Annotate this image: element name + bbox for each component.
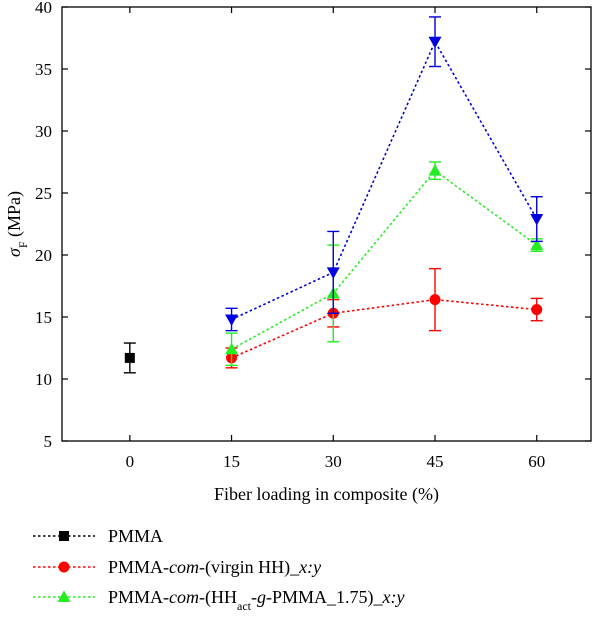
series-0: [123, 342, 136, 374]
legend-item-0: PMMA: [33, 526, 163, 546]
y-axis-title: σF (MPa): [4, 191, 30, 257]
legend-label: PMMA: [108, 526, 163, 546]
data-point: [530, 214, 544, 226]
series-line: [231, 39, 538, 321]
data-point: [225, 342, 239, 355]
series-line: [231, 298, 537, 359]
legend-label: PMMA-com-(virgin HH)_x:y: [108, 557, 321, 578]
legend-marker: [59, 531, 69, 541]
x-tick-label: 60: [528, 452, 545, 471]
series-line: [231, 169, 538, 350]
series-3: [225, 16, 544, 332]
data-point: [428, 164, 442, 176]
y-tick-label: 15: [35, 308, 52, 327]
plot-frame: [61, 6, 592, 442]
data-point: [531, 304, 543, 316]
data-point: [530, 238, 544, 251]
series-1: [225, 267, 543, 369]
data-point: [429, 294, 441, 306]
y-tick-label: 25: [35, 184, 52, 203]
legend-item-3: PMMA-com-(HHact-g-PMMA_2)_x:y: [108, 618, 382, 621]
x-axis-title: Fiber loading in composite (%): [214, 484, 439, 505]
data-point: [225, 314, 239, 326]
y-tick-label: 35: [35, 60, 52, 79]
legend-marker: [57, 590, 71, 602]
y-tick-label: 5: [44, 432, 53, 451]
y-tick-label: 10: [35, 370, 52, 389]
data-point: [124, 352, 135, 363]
y-tick-label: 40: [35, 0, 52, 17]
legend-item-2: PMMA-com-(HHact-g-PMMA_1.75)_x:y: [33, 587, 405, 613]
data-point: [326, 267, 340, 279]
x-tick-label: 45: [427, 452, 444, 471]
legend-label: PMMA-com-(HHact-g-PMMA_1.75)_x:y: [108, 587, 405, 613]
x-tick-label: 0: [126, 452, 135, 471]
axes: 0 15 30 45 60 5 10 15 20 25 30 35 40 Fiber loading in…: [4, 0, 592, 505]
x-tick-label: 15: [223, 452, 240, 471]
x-tick-label: 30: [325, 452, 342, 471]
legend-label: PMMA-com-(HHact-g-PMMA_2)_x:y: [108, 618, 382, 621]
plot-area: [123, 16, 544, 374]
legend-marker: [58, 561, 70, 573]
data-point: [428, 36, 442, 49]
y-tick-label: 20: [35, 246, 52, 265]
series-2: [225, 161, 544, 367]
y-tick-label: 30: [35, 122, 52, 141]
legend-item-1: PMMA-com-(virgin HH)_x:y: [33, 557, 321, 578]
legend: PMMA PMMA-com-(virgin HH)_x:y PMMA-com-(HH…: [33, 526, 405, 621]
